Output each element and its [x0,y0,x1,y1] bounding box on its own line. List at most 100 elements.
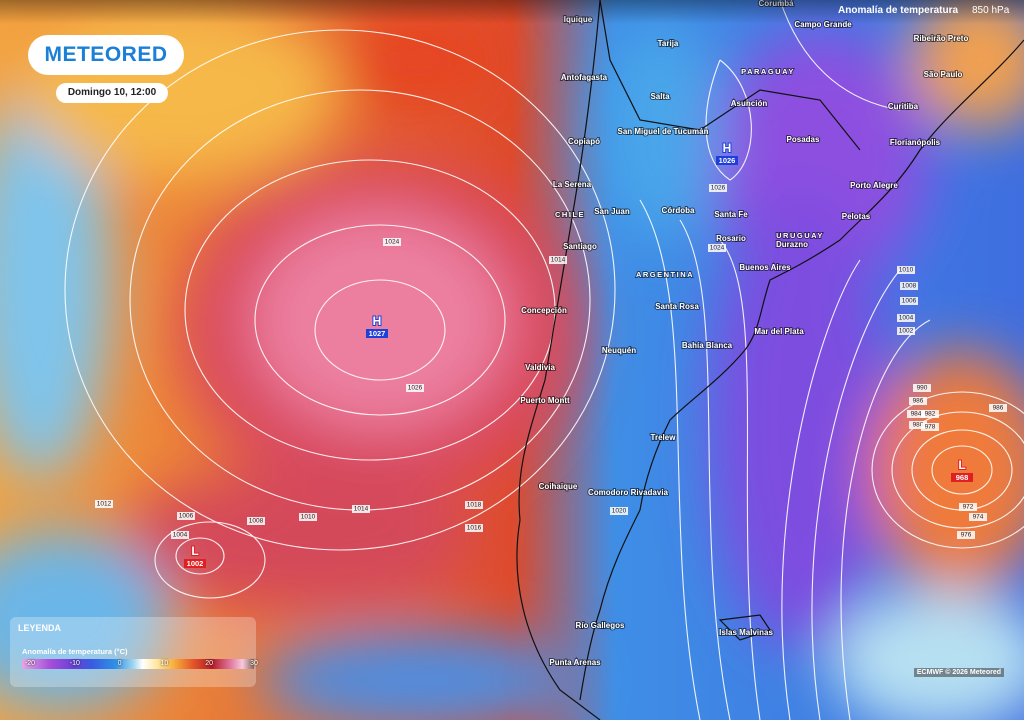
pressure-center-value: 968 [956,473,969,482]
legend-tick: 0 [117,660,122,667]
city-label: Posadas [787,135,820,144]
isobar-label: 1008 [902,283,917,290]
city-label: Asunción [731,99,768,108]
isobar-label: 1004 [899,315,914,322]
pressure-center-kind: L [191,544,198,558]
isobar-label: 982 [925,411,936,418]
isobar-label-box [549,256,567,264]
city-label: Copiapó [568,137,600,146]
legend-subtitle: Anomalía de temperatura (°C) [22,647,128,656]
isobar-label-box [708,244,726,252]
isobar-label-box [907,410,925,418]
isobar-label: 986 [913,398,924,405]
isobar-label: 1026 [711,185,726,192]
pressure-center-value: 1026 [719,156,736,165]
city-label: Santiago [563,242,597,251]
city-label: Florianópolis [890,138,941,147]
city-label: Puerto Montt [520,396,570,405]
country-label: ARGENTINA [636,270,694,279]
city-label: Neuquén [602,346,636,355]
isobar-label-box [352,505,370,513]
isobar-label-box [909,421,927,429]
isobar-label: 1024 [710,245,725,252]
legend-tick: 10 [160,660,169,667]
isobar-label-box [465,524,483,532]
city-label: Coihaique [539,482,578,491]
city-label: Buenos Aires [739,263,791,272]
isobar-label: 1002 [899,328,914,335]
isobar-label-box [900,282,918,290]
city-label: Curitiba [888,102,919,111]
city-label: Córdoba [662,206,695,215]
isobar-label: 1008 [249,518,264,525]
isobar-label-box [957,531,975,539]
city-label: La Serena [553,180,592,189]
pressure-level[interactable]: 850 hPa [972,5,1010,16]
isobar-label: 972 [963,504,974,511]
isobar-label-box [969,513,987,521]
isobar-label: 1006 [179,513,194,520]
legend-color-bar [22,659,254,669]
city-label: San Juan [594,207,630,216]
isobar-label-box [406,384,424,392]
isobar-label-box [247,517,265,525]
city-label: Concepción [521,306,567,315]
isobar-label-box [95,500,113,508]
city-label: Pelotas [842,212,871,221]
isobar-label-box [913,384,931,392]
isobar-label: 1004 [173,532,188,539]
legend: LEYENDA Anomalía de temperatura (°C) -20… [10,617,258,687]
city-label: São Paulo [924,70,963,79]
city-label: Durazno [776,240,808,249]
pressure-center-box [951,473,973,482]
isobar-label-box [989,404,1007,412]
city-label: Santa Fe [714,210,748,219]
labels: PARAGUAY URUGUAY ARGENTINA CHILE Iquique Anto… [95,0,1007,668]
city-label: Santa Rosa [655,302,699,311]
country-label: URUGUAY [776,231,824,240]
credit: ECMWF © 2026 Meteored [913,668,1004,677]
city-label: San Miguel de Tucumán [618,127,709,136]
city-label: Campo Grande [794,20,852,29]
pressure-center-value: 1027 [369,329,386,338]
isobar-label-box [909,397,927,405]
pressure-center-kind: L [958,458,965,472]
country-label: CHILE [555,210,585,219]
pressure-center-box [184,559,206,568]
isobar-label: 1020 [612,508,627,515]
city-label: Iquique [564,15,593,24]
isobar-label: 1012 [97,501,112,508]
city-label: Comodoro Rivadavia [588,488,669,497]
layer-name[interactable]: Anomalía de temperatura [838,5,959,16]
pressure-center-kind: H [723,141,732,155]
isobar-label: 1010 [301,514,316,521]
legend-tick: -20 [24,660,36,667]
isobar-label-box [177,512,195,520]
logo[interactable]: METEORED [28,35,184,75]
datetime[interactable]: Domingo 10, 12:00 [56,83,168,103]
city-label: Trelew [651,433,677,442]
isobar-label-box [299,513,317,521]
isobar-label: 1016 [467,525,482,532]
city-label: Mar del Plata [754,327,804,336]
isobar-label-box [897,266,915,274]
city-label: Ribeirão Preto [914,34,969,43]
pressure-center-kind: H [373,314,382,328]
city-label: Antofagasta [561,73,608,82]
isobar-label: 1014 [551,257,566,264]
city-label: Islas Malvinas [719,628,773,637]
city-label: Tarija [658,39,679,48]
city-label: Rosario [716,234,746,243]
top-bar [0,0,1024,24]
country-label: PARAGUAY [741,67,795,76]
isobar-label: 1024 [385,239,400,246]
isobar-label-box [921,410,939,418]
isobar-label-box [897,314,915,322]
isobar-label: 1010 [899,267,914,274]
isobar-label: 1006 [902,298,917,305]
pressure-center-box [716,156,738,165]
isobar-label-box [921,423,939,431]
isobar-label: 984 [911,411,922,418]
